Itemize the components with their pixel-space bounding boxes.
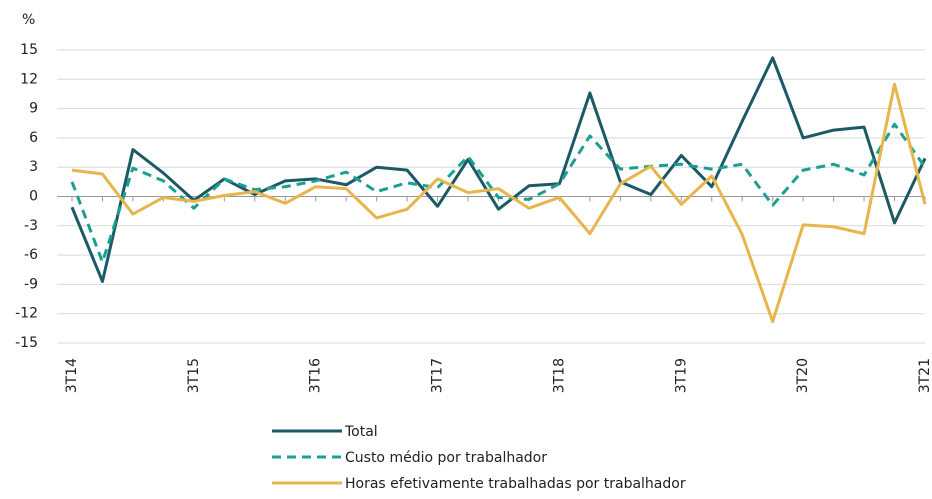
legend-label: Horas efetivamente trabalhadas por traba… xyxy=(345,476,686,492)
y-tick-label: 9 xyxy=(29,101,38,117)
y-tick-label: -9 xyxy=(24,276,38,292)
x-tick-label: 3T16 xyxy=(308,358,324,393)
y-tick-label: -12 xyxy=(15,306,38,322)
y-tick-label: 15 xyxy=(20,42,38,58)
x-tick-label: 3T14 xyxy=(64,358,80,393)
y-tick-label: 12 xyxy=(20,71,38,87)
line-series xyxy=(71,82,927,324)
x-tick-label: 3T18 xyxy=(551,358,567,393)
y-tick-label: -3 xyxy=(24,218,38,234)
legend-label: Custo médio por trabalhador xyxy=(345,450,547,466)
x-tick-label: 3T15 xyxy=(186,358,202,393)
line-series xyxy=(70,122,927,264)
y-unit: % xyxy=(22,12,35,28)
line-series xyxy=(70,56,927,283)
x-tick-label: 3T20 xyxy=(795,358,811,393)
x-tick-label: 3T17 xyxy=(430,358,446,393)
y-tick-label: 6 xyxy=(29,130,38,146)
legend-label: Total xyxy=(344,424,378,440)
y-tick-label: 3 xyxy=(29,159,38,175)
x-tick-label: 3T21 xyxy=(917,358,932,393)
x-tick-label: 3T19 xyxy=(673,358,689,393)
y-tick-label: -6 xyxy=(24,247,38,263)
y-tick-label: -15 xyxy=(15,335,38,351)
y-tick-label: 0 xyxy=(29,189,38,205)
